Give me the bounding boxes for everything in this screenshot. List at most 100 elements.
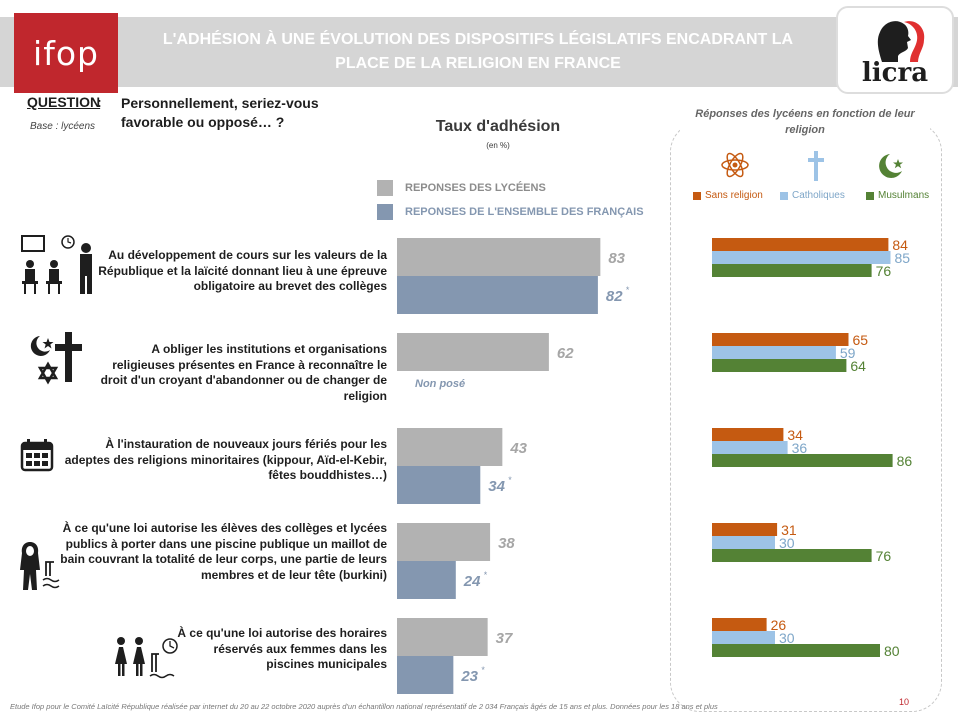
bar-lyceens-5 bbox=[397, 618, 488, 656]
side-legend-swatch-catholiques bbox=[780, 191, 788, 200]
item-label-2: A obliger les institutions et organisati… bbox=[100, 342, 387, 403]
ifop-logo-text: ifop bbox=[33, 33, 99, 73]
page-title-line-1: L'ADHÉSION À UNE ÉVOLUTION DES DISPOSITI… bbox=[162, 31, 794, 48]
religion-value-sans-religion-3: 34 bbox=[787, 427, 803, 443]
religion-bar-musulmans-1 bbox=[712, 264, 872, 277]
licra-profile-icon bbox=[877, 21, 925, 62]
religion-value-sans-religion-4: 31 bbox=[781, 522, 797, 538]
value-label-francais-1: 82 bbox=[606, 288, 623, 305]
atom-icon bbox=[721, 152, 749, 178]
question-colon: : bbox=[97, 94, 102, 110]
religion-bar-musulmans-4 bbox=[712, 549, 872, 562]
religion-bar-catholiques-5 bbox=[712, 631, 775, 644]
bar-lyceens-3 bbox=[397, 428, 503, 466]
religion-bar-sans-religion-2 bbox=[712, 333, 849, 346]
religion-bar-musulmans-3 bbox=[712, 454, 893, 467]
religion-bar-catholiques-4 bbox=[712, 536, 775, 549]
page-title-line-2: PLACE DE LA RELIGION EN FRANCE bbox=[335, 55, 621, 72]
religion-value-musulmans-1: 76 bbox=[876, 263, 892, 279]
ifop-logo: ifop bbox=[14, 13, 118, 93]
value-label-francais-3: 34 bbox=[488, 478, 505, 495]
side-legend-sans-religion: Sans religion bbox=[693, 190, 763, 201]
religion-value-sans-religion-2: 65 bbox=[853, 332, 869, 348]
legend-francais: REPONSES DE L'ENSEMBLE DES FRANÇAIS bbox=[377, 204, 644, 220]
significance-marker-1: * bbox=[626, 285, 630, 295]
religion-bar-sans-religion-5 bbox=[712, 618, 767, 631]
legend-label-francais: REPONSES DE L'ENSEMBLE DES FRANÇAIS bbox=[405, 206, 644, 218]
item-label-1: Au développement de cours sur les valeur… bbox=[98, 248, 387, 293]
significance-marker-5: * bbox=[481, 665, 485, 675]
item-label-4: À ce qu'une loi autorise les élèves des … bbox=[60, 521, 387, 582]
licra-logo-text: licra bbox=[861, 58, 929, 88]
crescent-icon bbox=[879, 154, 903, 178]
religion-bar-musulmans-5 bbox=[712, 644, 880, 657]
religion-value-musulmans-3: 86 bbox=[897, 453, 913, 469]
religion-bar-sans-religion-1 bbox=[712, 238, 889, 251]
religion-value-catholiques-3: 36 bbox=[792, 440, 808, 456]
page-title: L'ADHÉSION À UNE ÉVOLUTION DES DISPOSITI… bbox=[140, 28, 816, 76]
religion-value-catholiques-1: 85 bbox=[895, 250, 911, 266]
side-legend-swatch-musulmans bbox=[866, 191, 874, 200]
bar-francais-3 bbox=[397, 466, 481, 504]
chart-unit: (en %) bbox=[486, 141, 510, 150]
bar-francais-5 bbox=[397, 656, 454, 694]
religion-value-catholiques-4: 30 bbox=[779, 535, 795, 551]
page-number: 10 bbox=[899, 697, 910, 707]
significance-marker-3: * bbox=[508, 475, 512, 485]
significance-marker-4: * bbox=[484, 570, 488, 580]
item-label-5: À ce qu'une loi autorise des horaires ré… bbox=[177, 626, 387, 671]
religion-bar-sans-religion-3 bbox=[712, 428, 784, 441]
religion-value-musulmans-4: 76 bbox=[876, 548, 892, 564]
question-base: Base : lycéens bbox=[30, 121, 96, 132]
legend-lyceens: REPONSES DES LYCÉENS bbox=[377, 180, 546, 196]
religion-value-catholiques-2: 59 bbox=[840, 345, 856, 361]
religion-value-catholiques-5: 30 bbox=[779, 630, 795, 646]
religion-bar-catholiques-1 bbox=[712, 251, 891, 264]
legend-swatch-lyceens bbox=[377, 180, 393, 196]
value-label-lyceens-4: 38 bbox=[498, 535, 515, 552]
religion-value-musulmans-5: 80 bbox=[884, 643, 900, 659]
value-label-lyceens-1: 83 bbox=[608, 250, 625, 267]
religious-symbols-icon bbox=[30, 332, 82, 385]
header-band bbox=[0, 17, 958, 87]
value-label-lyceens-2: 62 bbox=[557, 345, 574, 362]
side-legend-label-musulmans: Musulmans bbox=[878, 190, 930, 201]
footer-note: Etude Ifop pour le Comité Laïcité Républ… bbox=[10, 702, 718, 711]
value-label-lyceens-3: 43 bbox=[509, 440, 527, 457]
religion-bar-catholiques-2 bbox=[712, 346, 836, 359]
classroom-icon bbox=[21, 235, 92, 294]
value-label-francais-5: 23 bbox=[460, 668, 478, 685]
legend-label-lyceens: REPONSES DES LYCÉENS bbox=[405, 182, 546, 194]
side-legend-label-sans-religion: Sans religion bbox=[705, 190, 763, 201]
religion-bar-sans-religion-4 bbox=[712, 523, 778, 536]
bar-lyceens-4 bbox=[397, 523, 491, 561]
side-legend-swatch-sans-religion bbox=[693, 191, 701, 200]
bar-lyceens-1 bbox=[397, 238, 601, 276]
question-label: QUESTION bbox=[27, 94, 101, 110]
not-asked-label: Non posé bbox=[415, 378, 465, 390]
bar-francais-4 bbox=[397, 561, 456, 599]
religion-bar-musulmans-2 bbox=[712, 359, 847, 372]
question-text: Personnellement, seriez-vous favorable o… bbox=[121, 95, 319, 130]
side-legend-catholiques: Catholiques bbox=[780, 190, 845, 201]
bar-lyceens-2 bbox=[397, 333, 549, 371]
calendar-icon bbox=[20, 439, 54, 472]
religion-panel-title: Réponses des lycéens en fonction de leur… bbox=[680, 106, 930, 138]
religion-value-sans-religion-1: 84 bbox=[892, 237, 908, 253]
side-legend-musulmans: Musulmans bbox=[866, 190, 929, 201]
value-label-francais-4: 24 bbox=[463, 573, 481, 590]
burkini-swimmer-icon bbox=[20, 542, 60, 590]
bar-francais-1 bbox=[397, 276, 598, 314]
women-pool-hours-icon bbox=[115, 637, 178, 679]
item-label-3: À l'instauration de nouveaux jours férié… bbox=[64, 437, 387, 482]
religion-bar-catholiques-3 bbox=[712, 441, 788, 454]
religion-value-sans-religion-5: 26 bbox=[771, 617, 787, 633]
religion-value-musulmans-2: 64 bbox=[850, 358, 866, 374]
side-legend-label-catholiques: Catholiques bbox=[792, 190, 845, 201]
cross-icon bbox=[808, 151, 824, 181]
legend-swatch-francais bbox=[377, 204, 393, 220]
licra-logo: licra bbox=[836, 6, 954, 94]
chart-title: Taux d'adhésion bbox=[435, 118, 561, 135]
